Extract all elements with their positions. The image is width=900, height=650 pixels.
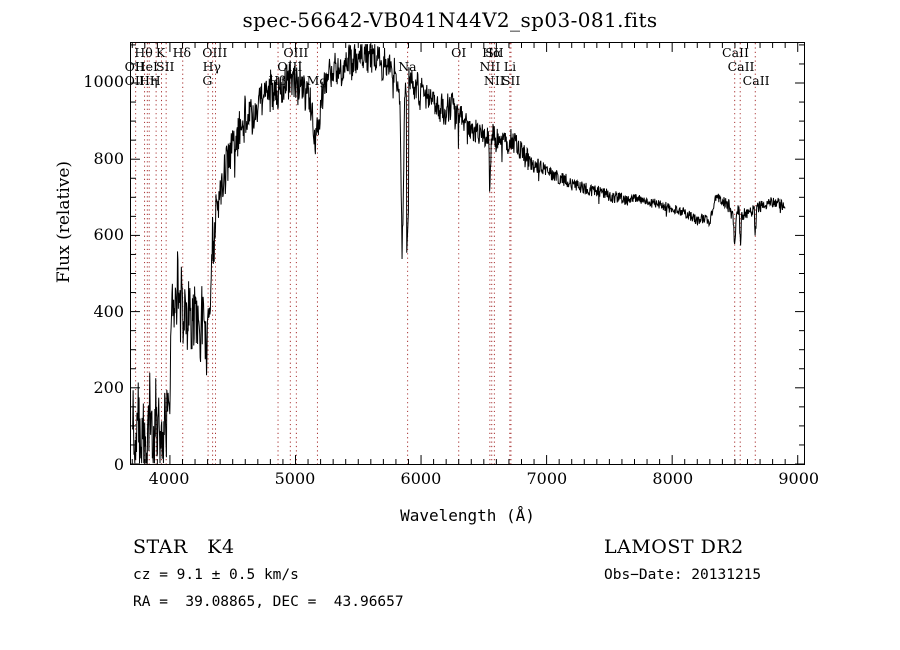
footer-right-block: LAMOST DR2 Obs−Date: 20131215 [604, 532, 894, 589]
y-axis-tick-label: 1000 [83, 72, 124, 92]
spectrum-canvas [131, 43, 804, 464]
x-axis-tick-label: 4000 [148, 469, 190, 488]
y-axis-tick-label: 0 [113, 455, 124, 474]
x-axis-tick-labels: 4000 5000 6000 7000 8000 9000 [130, 469, 819, 494]
y-axis-tick-label: 800 [93, 148, 124, 168]
y-axis-title: Flux (relative) [54, 160, 74, 284]
y-axis-tick-label: 200 [93, 378, 124, 398]
y-axis-tick-label: 600 [93, 225, 124, 245]
x-axis-tick-label: 7000 [526, 469, 568, 488]
obs-date-line: Obs−Date: 20131215 [604, 567, 762, 583]
y-axis-tick-label: 400 [93, 301, 124, 321]
axis-ticks-group [131, 43, 804, 464]
x-axis-tick-label: 9000 [778, 469, 820, 488]
gridline-group [135, 43, 756, 464]
x-axis-tick-label: 5000 [274, 469, 316, 488]
page-title: spec-56642-VB041N44V2_sp03-081.fits [242, 8, 658, 32]
x-axis-tick-label: 6000 [400, 469, 442, 488]
x-axis-tick-label: 8000 [652, 469, 694, 488]
footer-left-block: STAR K4 cz = 9.1 ± 0.5 km/s RA = 39.0886… [133, 532, 603, 616]
spectrum-trace [131, 44, 786, 464]
survey-line: LAMOST DR2 [604, 536, 744, 558]
y-axis-tick-labels: 0 200 400 600 800 1000 [68, 42, 124, 473]
coordinates-line: RA = 39.08865, DEC = 43.96657 [133, 594, 404, 610]
plot-area[interactable] [130, 42, 805, 465]
object-class-line: STAR K4 [133, 536, 235, 558]
redshift-line: cz = 9.1 ± 0.5 km/s [133, 567, 299, 583]
x-axis-title: Wavelength (Å) [400, 506, 535, 525]
